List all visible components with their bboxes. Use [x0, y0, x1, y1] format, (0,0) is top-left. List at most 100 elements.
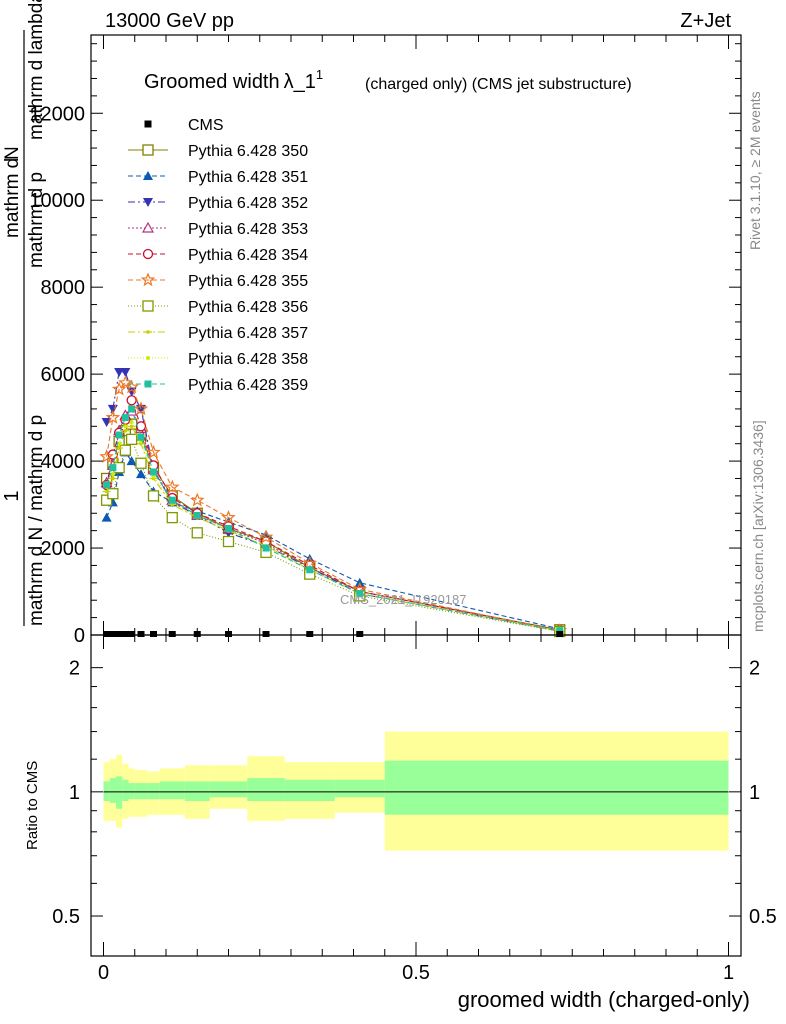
ratio-band-inner — [134, 783, 148, 800]
legend-label: Pythia 6.428 359 — [188, 377, 308, 394]
legend-label: Pythia 6.428 352 — [188, 195, 308, 212]
series-point — [128, 405, 136, 413]
legend-marker — [144, 380, 152, 388]
x-axis-label: groomed width (charged-only) — [458, 987, 750, 1012]
cms-point — [150, 631, 157, 637]
title-note: (charged only) (CMS jet substructure) — [365, 76, 632, 93]
analysis-watermark: CMS_2021_I1920187 — [340, 592, 467, 607]
series-point — [119, 444, 132, 456]
ratio-ytick-label-right: 0.5 — [749, 906, 777, 928]
legend-marker — [143, 171, 153, 180]
ylabel-den-top: mathrm d — [2, 158, 23, 238]
legend-label-cms: CMS — [188, 117, 224, 134]
main-ytick-label: 8000 — [41, 277, 86, 299]
legend-label: Pythia 6.428 357 — [188, 325, 308, 342]
series-point-dot — [104, 489, 109, 494]
series-point — [135, 457, 147, 469]
cms-point — [306, 631, 314, 637]
series-point — [105, 409, 121, 424]
cms-point — [128, 631, 136, 637]
series-9 — [104, 419, 562, 633]
legend-marker — [142, 248, 154, 260]
legend-marker — [144, 330, 152, 334]
series-line — [106, 451, 560, 630]
legend-label: Pythia 6.428 356 — [188, 299, 308, 316]
ratio-band-inner — [128, 783, 135, 800]
series-point — [133, 401, 149, 416]
cms-point — [225, 631, 232, 637]
series-line — [106, 425, 560, 632]
ratio-ytick-label-right: 2 — [749, 658, 760, 680]
series-point — [168, 496, 176, 504]
legend: CMS Pythia 6.428 350 Pythia 6.428 351 Pythi… — [128, 117, 308, 394]
ratio-band-inner — [122, 779, 129, 802]
series-point — [262, 544, 270, 552]
ylabel-num-top: 1 — [1, 490, 23, 501]
series-point — [258, 529, 274, 544]
series-point — [150, 468, 157, 476]
legend-marker — [140, 272, 156, 287]
ratio-band-inner — [184, 781, 210, 802]
ratio-y-axis-label: Ratio to CMS — [24, 761, 41, 850]
cms-point — [121, 631, 129, 637]
series-line — [106, 382, 560, 632]
legend-label: Pythia 6.428 358 — [188, 351, 308, 368]
cms-data — [103, 631, 564, 637]
legend-label: Pythia 6.428 354 — [188, 247, 308, 264]
series-point — [261, 530, 271, 539]
ratio-ytick-label: 1 — [69, 782, 80, 804]
legend-marker-dot — [146, 330, 150, 334]
legend-marker — [142, 144, 154, 156]
ratio-panel: 0 0.5 1 0.5 0.5 1 1 2 2 — [52, 634, 777, 984]
series-point — [100, 494, 113, 506]
series-point — [146, 444, 161, 459]
ylabel-den-tail: mathrm d lambda — [26, 0, 47, 140]
series-line — [106, 438, 560, 633]
ratio-xtick-label: 1 — [723, 962, 734, 984]
cms-point — [193, 631, 201, 637]
cms-point — [137, 631, 145, 637]
title-main: Groomed width — [144, 71, 280, 93]
ratio-band-inner — [284, 779, 335, 802]
series-point — [124, 379, 139, 394]
legend-marker — [146, 356, 150, 360]
series-line — [106, 407, 560, 632]
main-title: Groomed width λ_11 (charged only) (CMS je… — [144, 67, 632, 93]
ratio-band-inner — [109, 778, 116, 803]
rivet-version-label: Rivet 3.1.10, ≥ 2M events — [747, 91, 763, 250]
main-ytick-label: 12000 — [29, 103, 85, 125]
series-point — [127, 424, 136, 429]
series-point — [129, 419, 134, 424]
series-point — [121, 414, 129, 422]
series-point — [221, 509, 236, 524]
cms-point — [556, 631, 564, 637]
series-point — [147, 490, 160, 502]
ratio-band-inner — [384, 760, 729, 815]
title-text: Groomed width λ_11 — [144, 67, 323, 93]
series-point — [136, 469, 146, 479]
series-point — [99, 449, 114, 463]
series-1 — [100, 418, 566, 636]
ratio-band-inner — [209, 781, 248, 798]
ratio-ytick-label: 2 — [69, 658, 80, 680]
ratio-band-inner — [103, 781, 110, 802]
series-point — [137, 433, 145, 441]
series-point — [123, 424, 128, 429]
series-point — [107, 488, 119, 500]
ratio-band-inner — [116, 776, 123, 809]
series-point — [102, 489, 111, 494]
cms-point — [115, 631, 123, 637]
series-point — [164, 479, 180, 494]
ratio-band-inner — [159, 781, 185, 800]
cms-point — [262, 631, 270, 637]
main-ytick-label: 10000 — [29, 190, 85, 212]
series-point — [125, 433, 138, 445]
series-point — [189, 492, 205, 507]
main-ytick-label: 0 — [74, 625, 85, 647]
series-line — [106, 421, 560, 632]
main-y-axis-label: 1 mathrm d N / mathrm d p mathrm d N mat… — [1, 0, 47, 626]
series-10 — [103, 405, 564, 635]
cms-point — [168, 631, 176, 637]
mcplots-label: mcplots.cern.ch [arXiv:1306.3436] — [750, 420, 766, 632]
legend-marker — [141, 221, 155, 233]
